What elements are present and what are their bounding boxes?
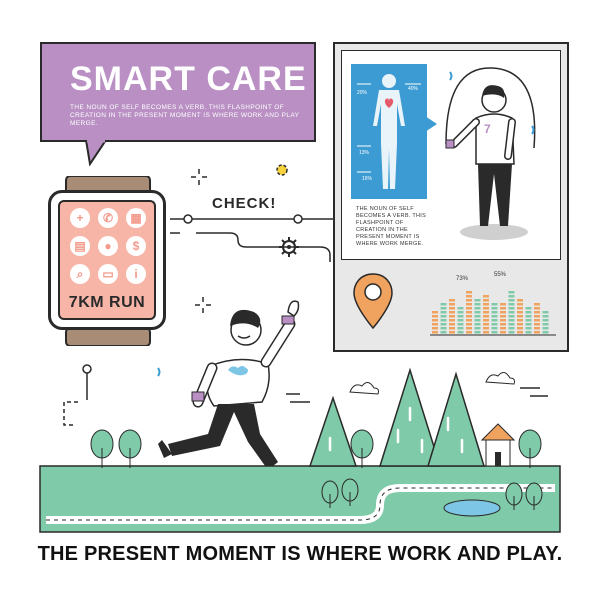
location-icon: ● (98, 236, 118, 256)
activity-bar (483, 295, 489, 334)
search-icon: ⌕ (70, 264, 90, 284)
body-silhouette (357, 74, 421, 189)
activity-bar (525, 307, 532, 334)
gear-icon (279, 237, 299, 257)
body-note: THE NOUN OF SELF BECOMES A VERB. THIS FL… (356, 206, 427, 247)
activity-bar (517, 299, 523, 334)
activity-bar (491, 303, 498, 334)
activity-bar (432, 311, 438, 334)
bar-label-2: 55% (494, 272, 507, 278)
activity-bar (449, 299, 455, 334)
info-icon: i (126, 264, 146, 284)
activity-bar (474, 299, 481, 334)
phone-icon: ✆ (98, 208, 118, 228)
page-title: SMART CARE (70, 60, 307, 98)
sparkle-icon (195, 297, 211, 313)
body-percent-3: 13% (359, 150, 370, 156)
body-percent-2: 40% (408, 86, 419, 92)
shirt-number: 7 (484, 122, 491, 136)
body-box-pointer (425, 116, 437, 132)
activity-bar (534, 303, 540, 334)
watch-run-label: 7KM RUN (68, 294, 146, 311)
plus-icon: + (70, 208, 90, 228)
activity-bar (466, 291, 472, 334)
title-bubble-tail (84, 140, 108, 166)
sparkle-icon (191, 169, 207, 185)
activity-bar-chart (430, 291, 556, 336)
running-man (157, 300, 300, 480)
bar-label-1: 73% (456, 276, 469, 282)
sun-icon (276, 164, 288, 176)
body-percent-1: 20% (357, 90, 368, 96)
activity-bar (457, 307, 464, 334)
activity-bar (440, 303, 447, 334)
dollar-icon: $ (126, 236, 146, 256)
calculator-icon: ▦ (126, 208, 146, 228)
activity-bar (542, 311, 549, 334)
footer-tagline: THE PRESENT MOMENT IS WHERE WORK AND PLA… (37, 543, 563, 565)
activity-bar (508, 291, 515, 334)
title-subtext: THE NOUN OF SELF BECOMES A VERB. THIS FL… (70, 104, 300, 127)
clipboard-icon: ▤ (70, 236, 90, 256)
card-icon: ▭ (98, 264, 118, 284)
activity-bar (500, 303, 506, 334)
title-bubble (40, 42, 316, 142)
location-pin-icon (353, 273, 393, 330)
jump-rope-figure (445, 67, 536, 240)
check-label: CHECK! (212, 195, 277, 212)
body-percent-4: 16% (362, 176, 373, 182)
